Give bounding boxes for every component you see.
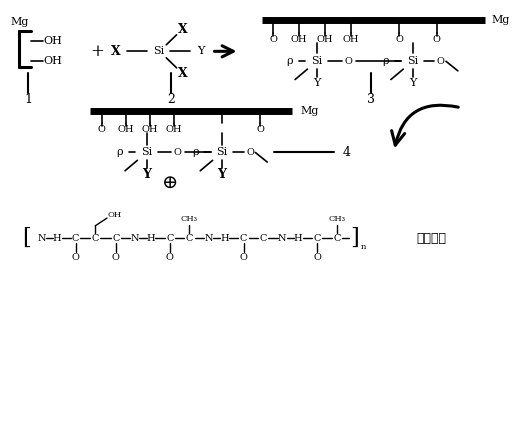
Text: Mg: Mg	[11, 17, 29, 27]
Text: Mg: Mg	[300, 106, 319, 116]
Text: Si: Si	[153, 46, 164, 56]
Text: O: O	[433, 35, 441, 44]
Text: Y: Y	[218, 168, 226, 181]
Text: O: O	[395, 35, 403, 44]
Text: X: X	[178, 66, 188, 80]
Text: ρ: ρ	[192, 148, 198, 157]
Text: O: O	[174, 148, 181, 157]
Text: Si: Si	[217, 148, 227, 157]
Text: OH: OH	[291, 35, 308, 44]
Text: H: H	[53, 233, 61, 243]
Text: 丝素蛋白: 丝素蛋白	[416, 232, 447, 245]
Text: Si: Si	[311, 56, 322, 66]
Text: O: O	[269, 35, 277, 44]
Text: [: [	[22, 227, 31, 249]
Text: O: O	[166, 253, 174, 262]
Text: OH: OH	[118, 125, 134, 134]
Text: Y: Y	[142, 168, 151, 181]
Text: N: N	[204, 233, 213, 243]
Text: O: O	[71, 253, 80, 262]
Text: H: H	[147, 233, 155, 243]
Text: ρ: ρ	[286, 56, 293, 66]
Text: Y: Y	[197, 46, 205, 56]
Text: C: C	[166, 233, 174, 243]
Text: CH₃: CH₃	[181, 215, 198, 223]
Text: C: C	[186, 233, 193, 243]
Text: Si: Si	[141, 148, 152, 157]
Text: O: O	[256, 125, 264, 134]
Text: Mg: Mg	[492, 14, 510, 24]
Text: 3: 3	[367, 93, 376, 106]
Text: C: C	[240, 233, 247, 243]
Text: N: N	[131, 233, 139, 243]
Text: O: O	[112, 253, 120, 262]
Text: 4: 4	[342, 146, 351, 159]
Text: C: C	[260, 233, 267, 243]
Text: X: X	[178, 23, 188, 36]
Text: Y: Y	[313, 78, 321, 88]
Text: C: C	[92, 233, 99, 243]
Text: OH: OH	[316, 35, 333, 44]
Text: C: C	[72, 233, 79, 243]
Text: N: N	[278, 233, 286, 243]
Text: OH: OH	[141, 125, 158, 134]
Text: OH: OH	[44, 36, 63, 46]
Text: OH: OH	[108, 212, 122, 219]
Text: O: O	[344, 57, 353, 66]
Text: ρ: ρ	[117, 148, 123, 157]
Text: O: O	[437, 57, 445, 66]
Text: C: C	[112, 233, 120, 243]
Text: ρ: ρ	[382, 56, 389, 66]
Text: Y: Y	[409, 78, 416, 88]
Text: C: C	[313, 233, 321, 243]
Text: C: C	[333, 233, 340, 243]
Text: n: n	[361, 243, 366, 251]
Text: O: O	[240, 253, 248, 262]
Text: OH: OH	[166, 125, 182, 134]
Text: CH₃: CH₃	[328, 215, 346, 223]
Text: H: H	[220, 233, 229, 243]
Text: H: H	[294, 233, 303, 243]
Text: Si: Si	[407, 56, 418, 66]
Text: O: O	[313, 253, 321, 262]
Text: N: N	[37, 233, 46, 243]
Text: O: O	[98, 125, 106, 134]
Text: ⊕: ⊕	[162, 174, 179, 192]
Text: 1: 1	[24, 93, 32, 106]
Text: 2: 2	[167, 93, 176, 106]
Text: O: O	[246, 148, 254, 157]
Text: X: X	[111, 45, 121, 58]
Text: +: +	[90, 43, 104, 60]
Text: ]: ]	[350, 227, 358, 249]
Text: OH: OH	[342, 35, 359, 44]
Text: OH: OH	[44, 56, 63, 66]
